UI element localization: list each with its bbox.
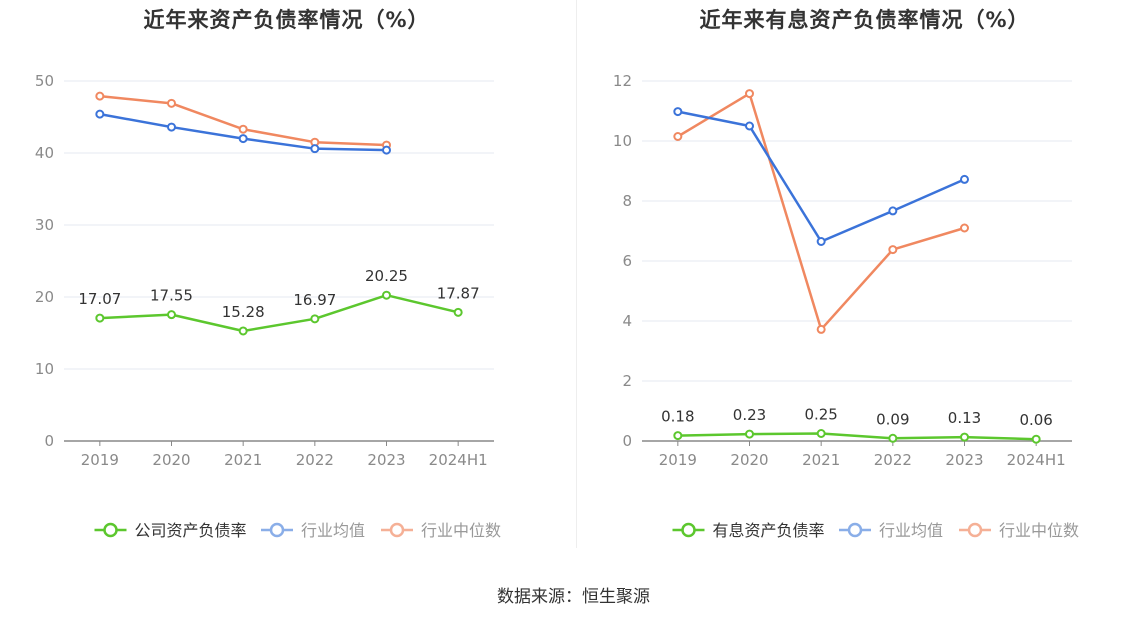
y-tick-label: 20 [35,288,54,306]
data-label: 0.23 [733,406,766,424]
y-tick-label: 50 [35,72,54,90]
y-tick-label: 0 [44,432,54,450]
data-label: 0.25 [804,406,837,424]
data-point [382,145,391,155]
legend-swatch-marker [847,522,863,538]
data-point [238,124,248,134]
data-point [960,432,969,442]
legend-swatch-marker [103,522,118,538]
series-line-0 [99,293,459,333]
x-tick-label: 2021 [802,451,840,469]
data-point [95,313,105,323]
data-point [673,107,683,117]
right-chart-svg: 0 2 4 6 8 10 12 2019 2020 2021 2022 2023 2024H1 0.18 0… [613,72,1079,540]
y-tick-label: 8 [622,192,632,210]
legend-label: 有息资产负债率 [713,521,825,540]
x-tick-label: 2023 [367,451,405,469]
y-tick-label: 12 [613,72,632,90]
y-tick-label: 4 [622,312,632,330]
data-point [960,223,969,233]
data-point [167,98,176,108]
series-line-0 [677,432,1037,441]
legend-swatch-marker [967,522,983,538]
left-chart-panel: 近年来资产负债率情况（%） 0 10 20 30 40 50 2019 2020 2021 202… [0,0,573,560]
x-tick-label: 2024H1 [1007,451,1066,469]
left-chart-svg: 0 10 20 30 40 50 2019 2020 2021 2022 2023 2024H1 17.… [35,72,501,540]
data-point [816,429,826,438]
data-point [310,314,320,324]
legend-label: 行业中位数 [421,521,501,540]
data-label: 15.28 [222,303,265,321]
right-chart-title: 近年来有息资产负债率情况（%） [699,8,1030,32]
x-tick-label: 2019 [81,451,119,469]
data-label: 17.07 [78,290,121,308]
data-point [888,245,898,255]
data-label: 16.97 [293,291,336,309]
panel-divider [576,0,577,548]
data-label: 0.06 [1019,411,1052,429]
data-point [95,109,105,119]
y-tick-label: 10 [613,132,632,150]
x-tick-label: 2023 [945,451,983,469]
data-point [673,431,683,441]
data-point [745,89,754,99]
data-point [745,429,754,439]
x-tick-label: 2022 [874,451,912,469]
x-tick-label: 2019 [659,451,697,469]
data-point [310,144,320,154]
y-tick-label: 6 [622,252,632,270]
data-point [673,132,683,141]
y-tick-label: 0 [622,432,632,450]
data-point [167,122,176,132]
legend-label: 公司资产负债率 [135,521,247,540]
data-label: 0.18 [661,408,694,426]
y-tick-label: 10 [35,360,54,378]
data-label: 17.87 [437,284,480,302]
data-point [888,206,898,216]
series-line-1 [677,110,966,243]
x-tick-label: 2022 [296,451,334,469]
data-point [95,91,105,101]
x-tick-label: 2021 [224,451,262,469]
right-chart-panel: 近年来有息资产负债率情况（%） 0 2 4 6 8 10 12 2019 2020 2021 202… [578,0,1147,560]
data-point [888,433,898,443]
data-point [453,307,463,317]
data-label: 20.25 [365,267,408,285]
data-point [960,174,969,184]
data-point [238,326,248,336]
data-label: 0.09 [876,410,909,428]
data-point [816,324,826,334]
data-label: 17.55 [150,287,193,305]
data-label: 0.13 [948,409,981,427]
data-point [816,237,826,246]
y-tick-label: 2 [622,372,632,390]
data-point [167,310,176,320]
data-point [1031,434,1041,444]
legend-swatch-marker [681,522,696,538]
y-tick-label: 40 [35,144,54,162]
x-tick-label: 2024H1 [429,451,488,469]
x-tick-label: 2020 [730,451,768,469]
left-chart-title: 近年来资产负债率情况（%） [143,8,430,32]
series-line-2 [677,92,965,331]
legend-swatch-marker [389,522,405,538]
data-source-note: 数据来源：恒生聚源 [497,587,650,607]
data-point [745,121,754,131]
x-tick-label: 2020 [152,451,190,469]
legend-swatch-marker [269,522,285,538]
data-point [238,134,248,144]
legend-label: 行业中位数 [999,521,1079,540]
data-point [382,290,391,300]
legend-label: 行业均值 [301,521,365,540]
y-tick-label: 30 [35,216,54,234]
legend-label: 行业均值 [879,521,943,540]
